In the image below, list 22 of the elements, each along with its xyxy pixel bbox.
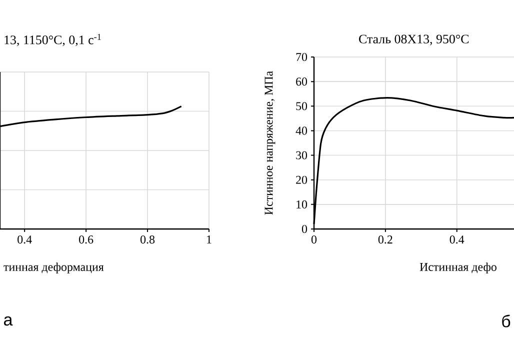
text: а [4, 316, 13, 326]
chart-title: Сталь 08Х13, 950°C [359, 34, 469, 46]
y-tick-label: 10 [296, 200, 308, 208]
y-tick-label: 60 [296, 78, 308, 86]
text: б [502, 314, 510, 328]
y-axis-title: Истинное напряжение, МПа [264, 71, 276, 215]
x-tick-label: 0 [311, 236, 317, 244]
y-tick-label: 50 [296, 102, 308, 110]
y-tick-label: 0 [302, 224, 308, 234]
x-tick-label: 1 [207, 236, 212, 244]
x-axis-title: тинная деформация [4, 262, 104, 274]
x-axis-title: Истинная дефо [420, 262, 496, 274]
x-tick-label: 0.4 [450, 236, 464, 244]
x-tick-label: 0.2 [378, 236, 392, 244]
y-tick-label: 30 [296, 151, 308, 160]
x-tick-label: 0.6 [79, 236, 94, 244]
y-tick-label: 20 [296, 176, 308, 184]
y-tick-label: 40 [296, 126, 308, 135]
y-tick-label: 70 [296, 52, 308, 62]
x-tick-label: 0.4 [18, 236, 32, 244]
chart-title: 13, 1150°C, 0,1 с$^{-1}$ [4, 34, 101, 46]
x-tick-label: 0.8 [140, 236, 155, 244]
